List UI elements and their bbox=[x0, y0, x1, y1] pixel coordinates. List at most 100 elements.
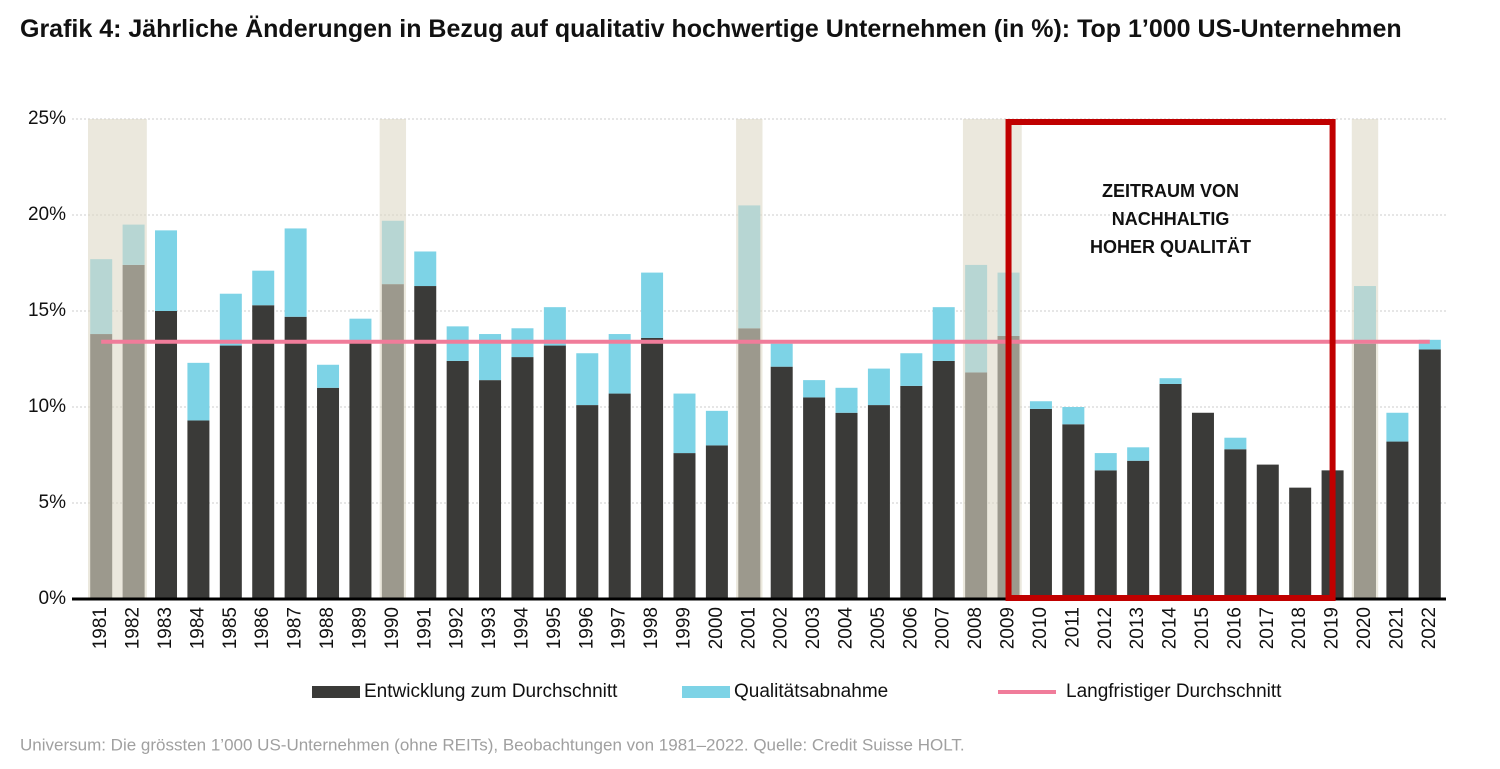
bar-segment bbox=[187, 362, 210, 421]
bar-segment bbox=[576, 353, 599, 406]
annotation-box bbox=[1005, 119, 1336, 601]
x-tick-label: 1995 bbox=[544, 607, 565, 649]
bar-segment bbox=[284, 316, 307, 599]
annotation-text: NACHHALTIG bbox=[1112, 209, 1230, 229]
x-tick-label: 1999 bbox=[674, 607, 695, 649]
x-tick-label: 1988 bbox=[317, 607, 338, 649]
bar-segment bbox=[608, 393, 631, 599]
x-tick-label: 1981 bbox=[90, 607, 111, 649]
y-tick-label: 20% bbox=[28, 204, 66, 225]
bar-segment bbox=[479, 380, 502, 599]
x-tick-label: 2007 bbox=[933, 607, 954, 649]
bar-segment bbox=[1127, 460, 1150, 599]
bar-segment bbox=[900, 385, 923, 599]
bar-segment bbox=[317, 387, 340, 599]
bar-segment bbox=[1418, 349, 1441, 599]
shaded-period bbox=[962, 119, 1022, 599]
x-tick-label: 2016 bbox=[1224, 607, 1245, 649]
x-tick-label: 1983 bbox=[155, 607, 176, 649]
bar-segment bbox=[673, 393, 696, 454]
x-tick-label: 2008 bbox=[965, 607, 986, 649]
y-tick-label: 15% bbox=[28, 300, 66, 321]
bar-segment bbox=[641, 272, 664, 338]
bar-segment bbox=[1418, 339, 1441, 350]
shaded-period bbox=[88, 119, 147, 599]
bar-segment bbox=[770, 366, 793, 599]
bar-segment bbox=[705, 410, 728, 446]
bar-segment bbox=[673, 453, 696, 599]
annotation-text: HOHER QUALITÄT bbox=[1090, 237, 1251, 257]
x-tick-label: 1982 bbox=[123, 607, 144, 649]
bar-segment bbox=[252, 270, 275, 306]
bar-segment bbox=[835, 387, 858, 413]
footnote: Universum: Die grössten 1’000 US-Unterne… bbox=[20, 735, 965, 754]
y-tick-label: 25% bbox=[28, 108, 66, 129]
annotation-text: ZEITRAUM VON bbox=[1102, 181, 1239, 201]
bar-segment bbox=[900, 353, 923, 386]
bar-segment bbox=[576, 405, 599, 599]
x-tick-label: 2010 bbox=[1030, 607, 1051, 649]
x-tick-label: 1991 bbox=[414, 607, 435, 649]
bar-segment bbox=[608, 334, 631, 394]
bar-segment bbox=[446, 360, 469, 599]
x-tick-label: 2012 bbox=[1095, 607, 1116, 649]
x-tick-label: 2009 bbox=[998, 607, 1019, 649]
y-tick-label: 10% bbox=[28, 396, 66, 417]
x-tick-label: 2011 bbox=[1062, 607, 1083, 648]
x-tick-label: 2019 bbox=[1322, 607, 1343, 649]
bar-segment bbox=[1062, 407, 1085, 425]
bar-segment bbox=[349, 318, 372, 342]
x-tick-label: 2005 bbox=[868, 607, 889, 649]
bar-segment bbox=[1256, 464, 1279, 599]
bar-segment bbox=[835, 412, 858, 599]
bar-segment bbox=[867, 368, 890, 406]
bar-segment bbox=[1289, 487, 1312, 599]
bar-segment bbox=[1159, 378, 1182, 384]
x-tick-label: 2021 bbox=[1386, 607, 1407, 649]
x-tick-label: 1992 bbox=[447, 607, 468, 649]
legend-swatch bbox=[682, 686, 730, 698]
legend-label: Langfristiger Durchschnitt bbox=[1066, 681, 1282, 702]
bar-segment bbox=[641, 337, 664, 599]
x-tick-label: 1990 bbox=[382, 607, 403, 649]
bar-segment bbox=[1094, 470, 1117, 599]
x-tick-label: 2000 bbox=[706, 607, 727, 649]
bar-segment bbox=[349, 341, 372, 599]
x-tick-label: 2001 bbox=[738, 607, 759, 649]
x-tick-label: 2004 bbox=[836, 607, 857, 650]
bar-segment bbox=[317, 364, 340, 388]
x-tick-label: 2014 bbox=[1160, 607, 1181, 650]
x-tick-label: 2002 bbox=[771, 607, 792, 649]
bar-segment bbox=[1386, 412, 1409, 442]
bar-segment bbox=[252, 305, 275, 599]
x-tick-label: 1984 bbox=[187, 607, 208, 650]
x-tick-label: 2020 bbox=[1354, 607, 1375, 649]
bar-segment bbox=[867, 405, 890, 599]
shaded-period bbox=[1351, 119, 1379, 599]
bar-segment bbox=[155, 311, 178, 599]
x-tick-label: 1989 bbox=[349, 607, 370, 649]
x-tick-label: 1996 bbox=[576, 607, 597, 649]
x-tick-label: 1987 bbox=[285, 607, 306, 649]
y-tick-label: 0% bbox=[39, 588, 67, 609]
shaded-period bbox=[379, 119, 407, 599]
bar-segment bbox=[803, 380, 826, 398]
bar-segment bbox=[543, 307, 566, 346]
bar-segment bbox=[1386, 441, 1409, 599]
x-tick-label: 1997 bbox=[609, 607, 630, 649]
bar-segment bbox=[1029, 401, 1052, 409]
shaded-period bbox=[736, 119, 763, 599]
x-tick-label: 2013 bbox=[1127, 607, 1148, 649]
x-tick-label: 2017 bbox=[1257, 607, 1278, 649]
bar-segment bbox=[1127, 447, 1150, 461]
bar-segment bbox=[1062, 424, 1085, 599]
bar-segment bbox=[543, 345, 566, 599]
bar-segment bbox=[414, 286, 437, 599]
bar-segment bbox=[1094, 453, 1117, 471]
bar-segment bbox=[479, 334, 502, 381]
bar-segment bbox=[932, 307, 955, 361]
legend-label: Entwicklung zum Durchschnitt bbox=[364, 681, 618, 702]
x-tick-label: 2015 bbox=[1192, 607, 1213, 649]
x-tick-label: 1998 bbox=[641, 607, 662, 649]
x-tick-label: 2006 bbox=[900, 607, 921, 649]
